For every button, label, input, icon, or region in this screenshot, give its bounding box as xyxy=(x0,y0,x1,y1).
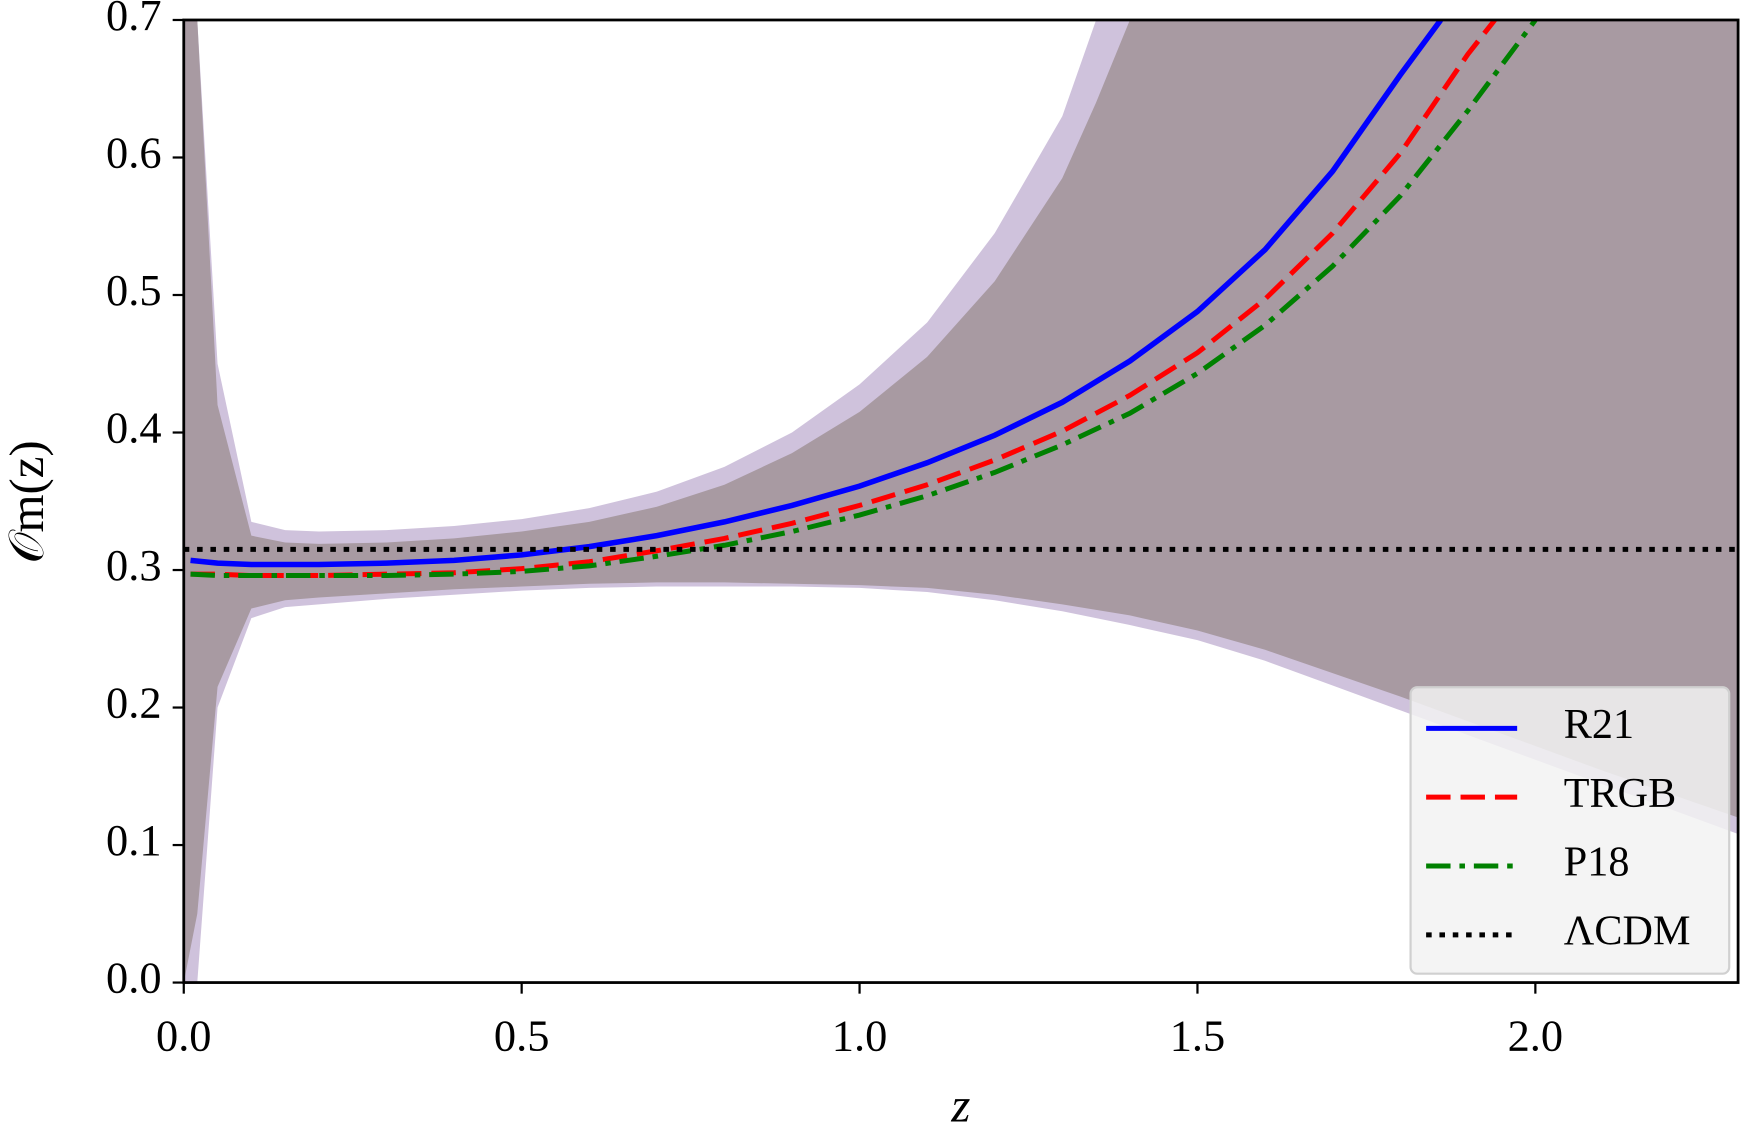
x-tick-label: 2.0 xyxy=(1508,1010,1564,1060)
legend-box xyxy=(1409,686,1731,975)
x-tick-label: 0.0 xyxy=(156,1010,212,1060)
y-tick-label: 0.3 xyxy=(106,540,162,590)
series-line xyxy=(190,19,1443,568)
plot-area xyxy=(183,19,1739,983)
y-tick-label: 0.1 xyxy=(106,815,162,865)
confidence-band xyxy=(183,19,1739,983)
x-tick-label: 1.0 xyxy=(832,1010,888,1060)
y-tick-label: 0.2 xyxy=(106,678,162,728)
legend-label: R21 xyxy=(1564,701,1634,748)
y-tick-label: 0.5 xyxy=(106,265,162,315)
legend-label: TRGB xyxy=(1564,770,1676,817)
y-tick-label: 0.4 xyxy=(106,403,162,453)
y-tick-label: 0.7 xyxy=(106,0,162,40)
legend-label: ΛCDM xyxy=(1564,908,1691,955)
series-line xyxy=(190,19,1538,579)
legend-label: P18 xyxy=(1564,839,1630,886)
x-axis-label: z xyxy=(950,1077,970,1128)
y-axis-label: 𝒪m(z) xyxy=(0,440,54,563)
y-tick-label: 0.6 xyxy=(106,128,162,178)
y-tick-label: 0.0 xyxy=(106,953,162,1003)
x-tick-label: 0.5 xyxy=(494,1010,550,1060)
axes-frame xyxy=(182,18,1740,984)
x-tick-label: 1.5 xyxy=(1170,1010,1226,1060)
